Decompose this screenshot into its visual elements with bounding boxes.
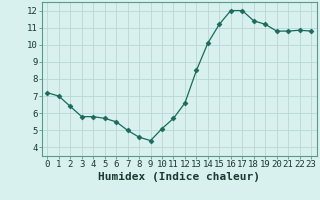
X-axis label: Humidex (Indice chaleur): Humidex (Indice chaleur) — [98, 172, 260, 182]
